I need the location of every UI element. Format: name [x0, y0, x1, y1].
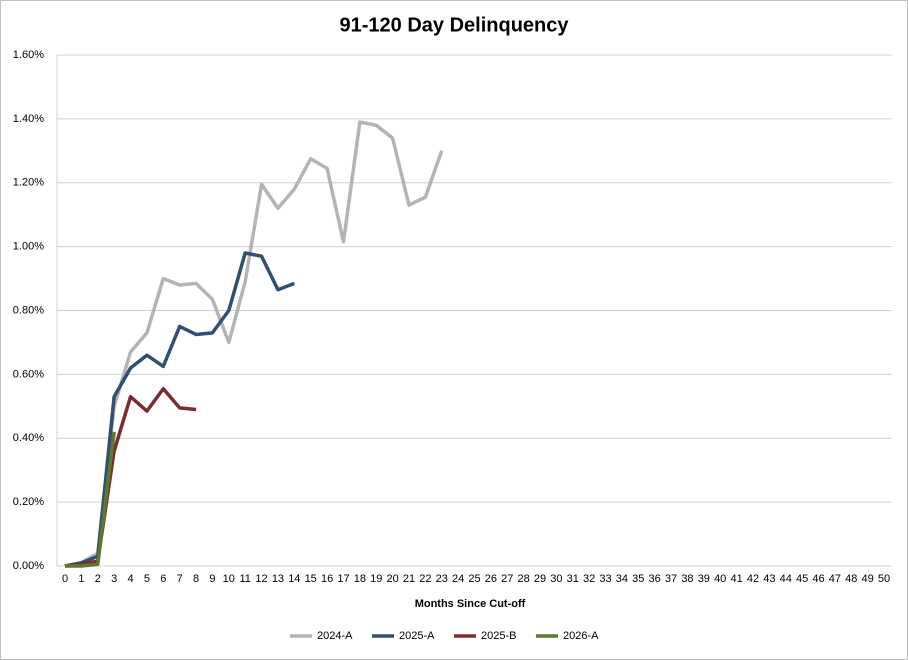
- x-tick-label: 2: [95, 573, 101, 585]
- x-tick-label: 39: [698, 573, 710, 585]
- x-tick-label: 43: [763, 573, 775, 585]
- x-tick-label: 30: [550, 573, 562, 585]
- series-line: [64, 386, 197, 568]
- x-tick-label: 17: [337, 573, 349, 585]
- chart-title: 91-120 Day Delinquency: [340, 14, 570, 36]
- x-tick-label: 20: [386, 573, 398, 585]
- x-tick-label: 10: [223, 573, 235, 585]
- x-axis-label: Months Since Cut-off: [415, 598, 526, 610]
- x-tick-label: 9: [209, 573, 215, 585]
- x-tick-label: 6: [160, 573, 166, 585]
- x-tick-label: 32: [583, 573, 595, 585]
- x-tick-label: 44: [780, 573, 792, 585]
- x-tick-label: 21: [403, 573, 415, 585]
- x-tick-label: 36: [649, 573, 661, 585]
- x-tick-label: 29: [534, 573, 546, 585]
- y-tick-label: 1.00%: [13, 241, 44, 253]
- x-tick-label: 47: [829, 573, 841, 585]
- y-tick-label: 0.60%: [13, 368, 44, 380]
- x-tick-label: 42: [747, 573, 759, 585]
- series-line: [64, 251, 295, 568]
- x-tick-label: 11: [239, 573, 250, 585]
- y-tick-label: 1.60%: [13, 49, 44, 61]
- x-tick-label: 24: [452, 573, 464, 585]
- x-tick-label: 16: [321, 573, 333, 585]
- y-tick-label: 0.00%: [13, 560, 44, 572]
- x-tick-label: 8: [193, 573, 199, 585]
- x-tick-label: 15: [305, 573, 317, 585]
- x-tick-label: 38: [681, 573, 693, 585]
- y-tick-label: 0.40%: [13, 432, 44, 444]
- legend-label: 2024-A: [317, 630, 353, 642]
- x-tick-label: 18: [354, 573, 366, 585]
- x-tick-label: 35: [632, 573, 644, 585]
- y-tick-label: 1.40%: [13, 113, 44, 125]
- y-tick-label: 0.80%: [13, 304, 44, 316]
- x-tick-label: 4: [127, 573, 133, 585]
- series-line: [64, 120, 444, 568]
- legend-label: 2025-A: [399, 630, 435, 642]
- x-tick-label: 45: [796, 573, 808, 585]
- x-tick-label: 22: [419, 573, 431, 585]
- x-tick-label: 7: [177, 573, 183, 585]
- x-tick-label: 27: [501, 573, 513, 585]
- x-tick-label: 5: [144, 573, 150, 585]
- x-tick-label: 25: [468, 573, 480, 585]
- y-tick-label: 1.20%: [13, 177, 44, 189]
- x-tick-label: 34: [616, 573, 628, 585]
- series-line: [65, 431, 116, 568]
- x-tick-label: 28: [518, 573, 530, 585]
- x-tick-label: 19: [370, 573, 382, 585]
- x-tick-label: 0: [62, 573, 68, 585]
- x-tick-label: 31: [567, 573, 579, 585]
- x-tick-label: 3: [111, 573, 117, 585]
- x-tick-label: 13: [272, 573, 284, 585]
- x-tick-label: 33: [599, 573, 611, 585]
- x-tick-label: 26: [485, 573, 497, 585]
- x-tick-label: 48: [845, 573, 857, 585]
- x-tick-label: 14: [288, 573, 300, 585]
- x-tick-label: 46: [812, 573, 824, 585]
- x-tick-label: 37: [665, 573, 677, 585]
- x-tick-label: 50: [878, 573, 890, 585]
- x-tick-label: 23: [436, 573, 448, 585]
- x-tick-label: 49: [861, 573, 873, 585]
- x-tick-label: 12: [255, 573, 267, 585]
- legend-label: 2026-A: [563, 630, 599, 642]
- x-tick-label: 40: [714, 573, 726, 585]
- legend-label: 2025-B: [481, 630, 516, 642]
- y-tick-label: 0.20%: [13, 496, 44, 508]
- x-tick-label: 41: [730, 573, 742, 585]
- x-tick-label: 1: [78, 573, 84, 585]
